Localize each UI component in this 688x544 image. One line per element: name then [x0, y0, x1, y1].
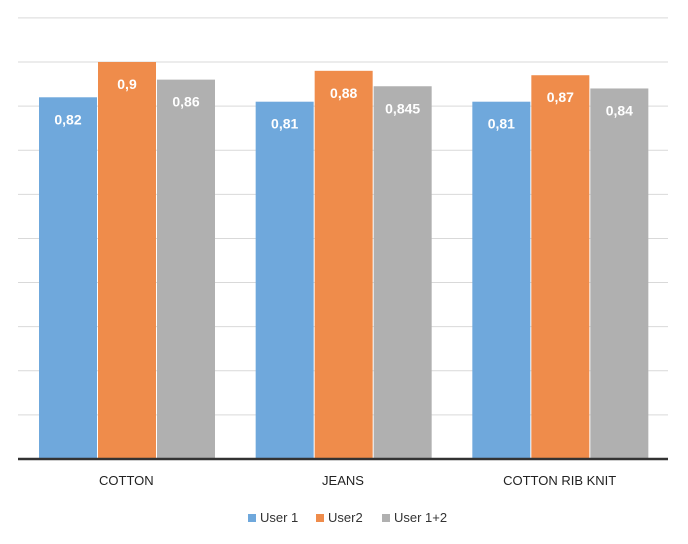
data-label: 0,86	[172, 94, 199, 110]
bar	[98, 62, 156, 459]
bar	[255, 101, 314, 459]
category-label: COTTON RIB KNIT	[503, 473, 616, 488]
legend-label: User2	[328, 510, 363, 525]
bar	[531, 75, 590, 459]
category-label: COTTON	[99, 473, 154, 488]
data-label: 0,84	[606, 102, 633, 118]
bar	[157, 79, 215, 460]
category-label: JEANS	[322, 473, 364, 488]
legend-swatch	[248, 514, 256, 522]
bar	[39, 97, 97, 460]
data-label: 0,81	[271, 116, 298, 132]
bar	[590, 88, 649, 459]
legend-label: User 1+2	[394, 510, 447, 525]
bars	[39, 62, 649, 460]
legend-label: User 1	[260, 510, 298, 525]
data-labels: 0,82 0,9 0,86 0,81 0,88 0,845 0,81 0,87 0,84	[54, 76, 633, 132]
category-labels: COTTON JEANS COTTON RIB KNIT	[99, 473, 616, 488]
data-label: 0,82	[54, 111, 81, 127]
data-label: 0,87	[547, 89, 574, 105]
bar	[314, 70, 373, 460]
legend-swatch	[316, 514, 324, 522]
data-label: 0,88	[330, 85, 357, 101]
data-label: 0,845	[385, 100, 420, 116]
data-label: 0,81	[488, 116, 515, 132]
legend-swatch	[382, 514, 390, 522]
data-label: 0,9	[117, 76, 137, 92]
bar	[472, 101, 531, 459]
bar	[373, 86, 432, 459]
legend: User 1 User2 User 1+2	[248, 510, 447, 525]
